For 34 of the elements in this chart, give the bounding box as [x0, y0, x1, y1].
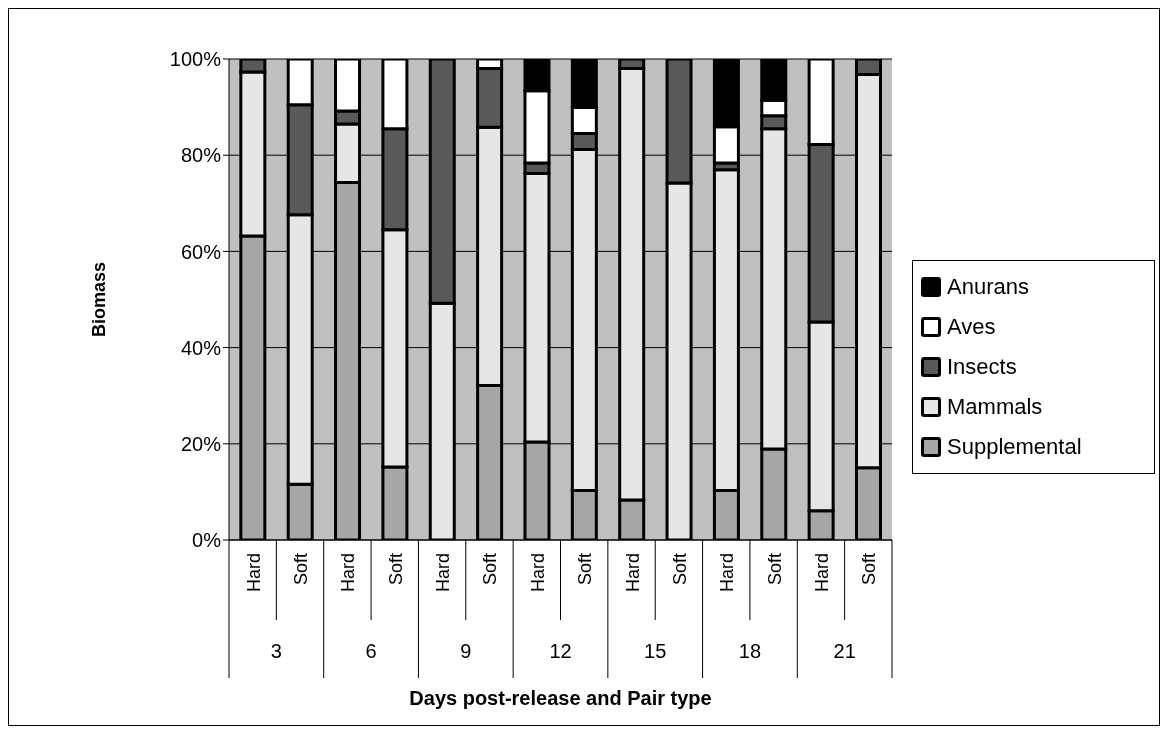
y-tick-label: 40%: [180, 336, 222, 359]
x-tick-label: Soft: [669, 553, 690, 586]
y-tick-label: 60%: [180, 240, 222, 263]
x-tick-label: Hard: [811, 553, 832, 593]
x-tick-label: Soft: [480, 553, 501, 586]
text: 9: [460, 640, 472, 662]
x-tick-label: Soft: [859, 553, 880, 586]
y-tick-label: 20%: [180, 432, 222, 455]
x-tick-label: Hard: [717, 553, 738, 593]
text: 12: [549, 640, 572, 662]
legend-label: Mammals: [947, 393, 1043, 421]
legend-label: Anurans: [947, 273, 1029, 301]
text: 21: [833, 640, 856, 662]
x-tick-label: Soft: [764, 553, 785, 586]
legend-label: Supplemental: [947, 433, 1082, 461]
text: 18: [738, 640, 762, 662]
x-axis-title: Days post-release and Pair type: [409, 687, 712, 709]
y-tick-label: 0%: [192, 529, 222, 552]
text: 6: [365, 640, 377, 662]
legend-label: Aves: [947, 313, 996, 341]
text: 3: [270, 640, 282, 662]
x-tick-label: Soft: [291, 553, 312, 586]
x-tick-label: Soft: [385, 553, 406, 586]
x-tick-label: Hard: [433, 553, 454, 593]
text: 15: [644, 640, 667, 662]
legend-label: Insects: [947, 353, 1017, 381]
y-axis-title: Biomass: [89, 261, 110, 338]
x-tick-label: Hard: [622, 553, 643, 593]
y-tick-label: 100%: [169, 48, 222, 71]
x-tick-label: Soft: [575, 553, 596, 586]
x-tick-label: Hard: [527, 553, 548, 593]
y-tick-label: 80%: [180, 144, 222, 167]
x-tick-label: Hard: [243, 553, 264, 593]
x-tick-label: Hard: [338, 553, 359, 593]
